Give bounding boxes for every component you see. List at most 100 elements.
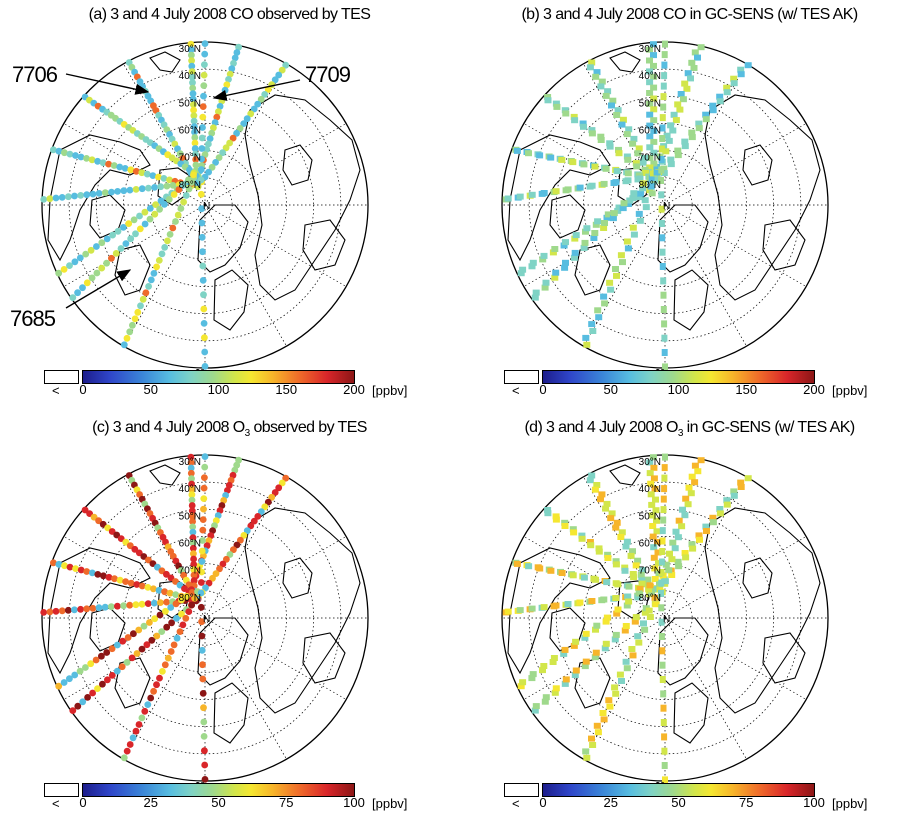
model-segment	[625, 598, 633, 605]
model-segment	[695, 120, 703, 127]
model-segment	[651, 565, 659, 572]
model-segment	[572, 232, 580, 239]
retrieval-point	[200, 495, 208, 502]
retrieval-point	[147, 276, 155, 284]
model-segment	[608, 102, 615, 109]
model-segment	[578, 532, 586, 539]
model-segment	[604, 555, 612, 561]
model-segment	[531, 294, 539, 301]
model-segment	[702, 116, 710, 123]
retrieval-point	[278, 479, 286, 487]
retrieval-point	[52, 607, 60, 615]
retrieval-point	[190, 561, 198, 568]
model-segment	[695, 532, 703, 539]
model-segment	[551, 246, 559, 252]
retrieval-point	[198, 233, 206, 241]
colorbar-tick-label: 100	[803, 795, 825, 810]
retrieval-point	[58, 607, 66, 615]
latitude-label: 30°N	[179, 44, 201, 55]
retrieval-point	[88, 569, 96, 577]
retrieval-point	[143, 641, 151, 649]
model-segment	[645, 607, 653, 614]
model-segment	[646, 155, 654, 162]
retrieval-point	[190, 555, 198, 563]
model-segment	[660, 306, 667, 313]
model-segment	[562, 259, 569, 266]
latitude-label: 80°N	[179, 593, 201, 604]
retrieval-point	[233, 129, 241, 137]
model-segment	[529, 259, 537, 266]
model-segment	[547, 154, 555, 161]
model-segment	[648, 512, 656, 519]
retrieval-point	[89, 604, 97, 612]
meridian-line	[664, 63, 747, 206]
retrieval-point	[223, 555, 230, 563]
model-segment	[613, 519, 621, 526]
retrieval-point	[189, 528, 197, 536]
model-segment	[723, 89, 731, 96]
retrieval-point	[189, 544, 197, 552]
retrieval-point	[188, 601, 196, 609]
model-segment	[716, 98, 724, 105]
model-segment	[635, 639, 643, 646]
model-segment	[636, 217, 644, 224]
meridian-line	[123, 617, 206, 760]
model-segment	[661, 485, 668, 493]
retrieval-point	[188, 51, 195, 59]
model-segment	[659, 234, 666, 242]
model-segment	[612, 631, 620, 638]
model-segment	[709, 514, 717, 521]
retrieval-point	[189, 90, 197, 97]
retrieval-point	[103, 235, 111, 243]
retrieval-point	[82, 250, 90, 258]
model-segment	[622, 658, 630, 665]
retrieval-point	[200, 505, 207, 513]
model-segment	[691, 479, 699, 486]
orbit-track	[653, 475, 752, 592]
model-segment	[637, 571, 645, 578]
retrieval-point	[137, 302, 144, 310]
retrieval-point	[124, 634, 132, 641]
retrieval-point	[132, 601, 140, 609]
retrieval-point	[197, 579, 205, 586]
retrieval-point	[155, 173, 162, 181]
model-segment	[618, 121, 626, 128]
model-segment	[716, 93, 724, 100]
colorbar-unit: [ppbv]	[372, 383, 408, 398]
model-segment	[702, 111, 710, 118]
retrieval-point	[190, 112, 198, 119]
retrieval-point	[182, 614, 190, 622]
panel-c: 30°N40°N50°N60°N70°N80°NN0°(c) 3 and 4 J…	[0, 413, 459, 826]
pole-label: N	[203, 614, 210, 625]
model-segment	[528, 191, 536, 198]
retrieval-point	[142, 289, 150, 297]
model-segment	[597, 83, 605, 90]
model-segment	[650, 544, 658, 551]
panel-b: 30°N40°N50°N60°N70°N80°NN0°(b) 3 and 4 J…	[460, 0, 919, 413]
retrieval-point	[201, 61, 208, 68]
retrieval-point	[250, 517, 258, 525]
retrieval-point	[201, 453, 209, 460]
retrieval-point	[247, 110, 255, 118]
coastline	[507, 547, 611, 675]
model-segment	[660, 82, 667, 90]
retrieval-point	[141, 208, 149, 216]
model-segment	[660, 495, 667, 503]
retrieval-point	[200, 733, 208, 740]
model-segment	[598, 78, 606, 85]
model-segment	[658, 604, 665, 612]
colorbar-underflow-box	[44, 783, 79, 797]
retrieval-point	[200, 82, 208, 89]
retrieval-point	[129, 321, 136, 329]
retrieval-point	[189, 512, 196, 520]
model-segment	[659, 548, 666, 555]
retrieval-point	[77, 192, 85, 199]
panel-title-text: (c) 3 and 4 July 2008 O	[92, 419, 245, 436]
model-segment	[597, 496, 604, 503]
model-segment	[595, 548, 603, 555]
meridian-line	[664, 617, 747, 760]
retrieval-point	[114, 641, 121, 649]
retrieval-point	[188, 68, 196, 76]
model-segment	[624, 177, 632, 184]
retrieval-point	[82, 664, 89, 671]
